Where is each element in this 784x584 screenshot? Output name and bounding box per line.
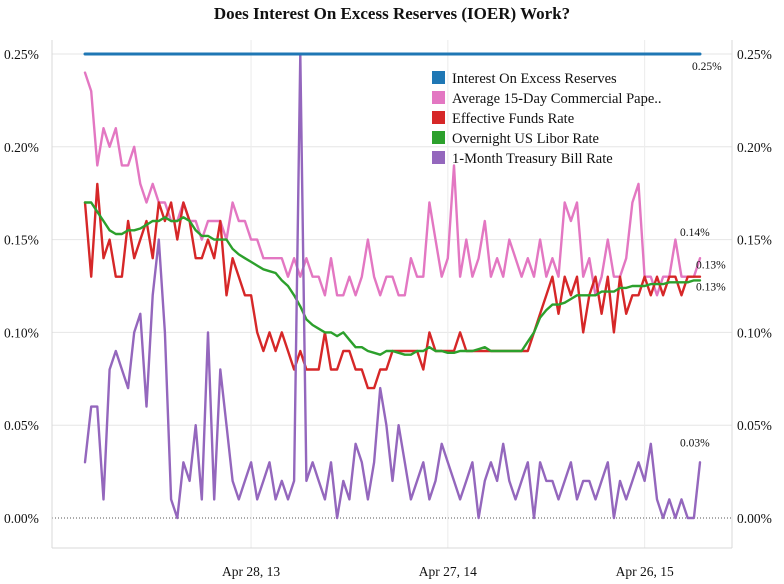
x-tick-label: Apr 27, 14	[419, 564, 477, 579]
axes: 0.00% 0.00% 0.05% 0.05% 0.10% 0.10% 0.15% 0.15%…	[4, 40, 772, 579]
y-tick-label-right: 0.05%	[737, 418, 772, 433]
legend-label: Overnight US Libor Rate	[452, 131, 599, 147]
y-tick-label-right: 0.10%	[737, 325, 772, 340]
legend-label: Interest On Excess Reserves	[452, 71, 617, 87]
x-tick-label: Apr 28, 13	[222, 564, 280, 579]
end-labels: 0.25% 0.14% 0.13% 0.13% 0.03%	[680, 61, 726, 449]
y-tick-label-right: 0.20%	[737, 140, 772, 155]
end-label: 0.25%	[692, 61, 722, 73]
y-tick-label-right: 0.15%	[737, 233, 772, 248]
legend-swatch	[432, 151, 445, 164]
y-tick-label-left: 0.15%	[4, 233, 39, 248]
series-line-3	[83, 201, 702, 356]
end-label: 0.14%	[680, 227, 710, 239]
chart-title: Does Interest On Excess Reserves (IOER) …	[213, 4, 571, 23]
legend-swatch	[432, 71, 445, 84]
series-line-2	[83, 182, 702, 390]
legend-swatch	[432, 111, 445, 124]
y-tick-label-left: 0.00%	[4, 511, 39, 526]
y-tick-label-left: 0.25%	[4, 47, 39, 62]
end-label: 0.13%	[696, 281, 726, 293]
legend-label: Effective Funds Rate	[452, 111, 574, 127]
y-tick-label-left: 0.10%	[4, 325, 39, 340]
series-line-4	[83, 52, 702, 520]
x-tick-label: Apr 26, 15	[616, 564, 674, 579]
end-label: 0.13%	[696, 260, 726, 272]
y-tick-label-left: 0.20%	[4, 140, 39, 155]
legend: Interest On Excess Reserves Average 15-Da…	[432, 71, 662, 167]
legend-swatch	[432, 131, 445, 144]
legend-label: 1-Month Treasury Bill Rate	[452, 151, 613, 167]
y-tick-label-left: 0.05%	[4, 418, 39, 433]
series-layer	[83, 52, 702, 520]
y-tick-label-right: 0.00%	[737, 511, 772, 526]
legend-label: Average 15-Day Commercial Pape..	[452, 91, 662, 107]
y-tick-label-right: 0.25%	[737, 47, 772, 62]
legend-swatch	[432, 91, 445, 104]
end-label: 0.03%	[680, 437, 710, 449]
